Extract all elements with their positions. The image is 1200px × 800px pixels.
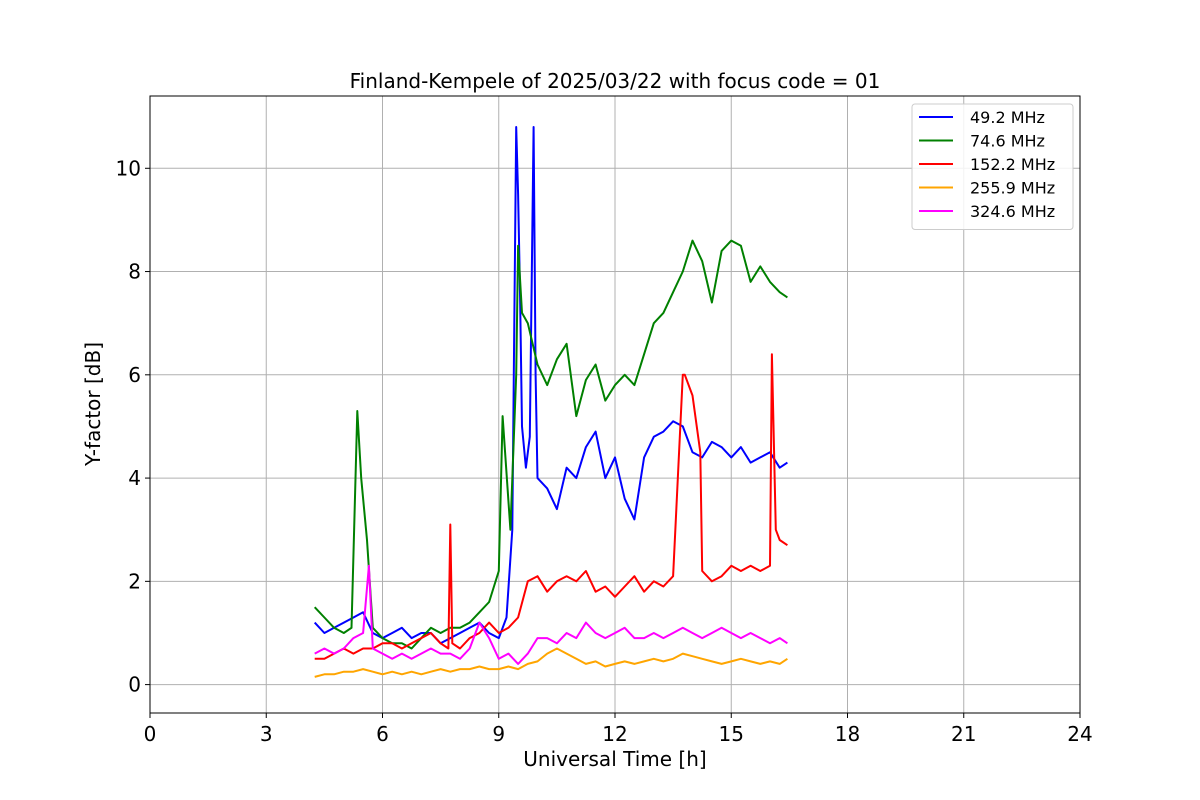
y-axis-label: Y-factor [dB] (81, 342, 105, 467)
series-line-1 (313, 239, 788, 650)
x-axis-label: Universal Time [h] (523, 747, 706, 771)
legend-label: 74.6 MHz (970, 132, 1045, 151)
x-tick-label: 18 (835, 722, 860, 746)
series-line-2 (314, 353, 788, 660)
x-tick-label: 3 (260, 722, 273, 746)
y-tick-label: 4 (128, 466, 141, 490)
grid (149, 96, 1081, 713)
y-tick-label: 0 (128, 673, 141, 697)
legend-label: 49.2 MHz (970, 108, 1045, 127)
x-tick-label: 12 (602, 722, 627, 746)
y-tick-label: 10 (116, 156, 141, 180)
legend-label: 324.6 MHz (970, 202, 1055, 221)
series-line-3 (314, 647, 788, 678)
chart-title: Finland-Kempele of 2025/03/22 with focus… (350, 69, 881, 93)
x-tick-label: 9 (492, 722, 505, 746)
y-tick-label: 2 (128, 569, 141, 593)
x-tick-label: 24 (1067, 722, 1092, 746)
y-tick-label: 6 (128, 363, 141, 387)
x-tick-label: 6 (376, 722, 389, 746)
legend-label: 255.9 MHz (970, 179, 1055, 198)
y-tick-label: 8 (128, 260, 141, 284)
legend-box (911, 103, 1074, 230)
legend: 49.2 MHz 74.6 MHz 152.2 MHz 255.9 MHz 32… (911, 103, 1074, 230)
legend-label: 152.2 MHz (970, 155, 1055, 174)
x-tick-label: 15 (719, 722, 744, 746)
series-layer (313, 126, 788, 678)
x-tick-label: 0 (144, 722, 157, 746)
x-tick-label: 21 (951, 722, 976, 746)
series-line-0 (313, 126, 788, 645)
series-line-4 (314, 564, 788, 665)
